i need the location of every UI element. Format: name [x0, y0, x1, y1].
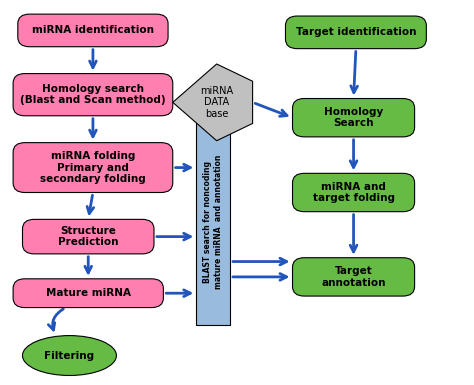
FancyBboxPatch shape: [13, 142, 173, 192]
FancyBboxPatch shape: [292, 258, 415, 296]
FancyBboxPatch shape: [285, 16, 426, 49]
Text: Structure
Prediction: Structure Prediction: [58, 226, 118, 248]
Text: miRNA
DATA
base: miRNA DATA base: [200, 86, 233, 119]
FancyBboxPatch shape: [18, 14, 168, 47]
Text: Homology
Search: Homology Search: [324, 107, 383, 129]
Ellipse shape: [22, 336, 117, 375]
Text: miRNA folding
Primary and
secondary folding: miRNA folding Primary and secondary fold…: [40, 151, 146, 184]
FancyBboxPatch shape: [13, 279, 164, 308]
Text: Homology search
(Blast and Scan method): Homology search (Blast and Scan method): [20, 84, 166, 105]
Text: Target
annotation: Target annotation: [321, 266, 386, 288]
Text: miRNA identification: miRNA identification: [32, 25, 154, 35]
Text: miRNA and
target folding: miRNA and target folding: [312, 182, 394, 203]
Text: Filtering: Filtering: [45, 350, 94, 360]
Text: Target identification: Target identification: [296, 27, 416, 37]
FancyBboxPatch shape: [292, 173, 415, 212]
Text: Mature miRNA: Mature miRNA: [46, 288, 131, 298]
FancyArrowPatch shape: [48, 309, 64, 330]
Text: BLAST search for noncoding
mature miRNA  and annotation: BLAST search for noncoding mature miRNA …: [203, 155, 223, 290]
Polygon shape: [173, 64, 253, 141]
FancyBboxPatch shape: [292, 99, 415, 137]
FancyBboxPatch shape: [22, 219, 154, 254]
FancyBboxPatch shape: [196, 120, 230, 325]
FancyBboxPatch shape: [13, 74, 173, 116]
